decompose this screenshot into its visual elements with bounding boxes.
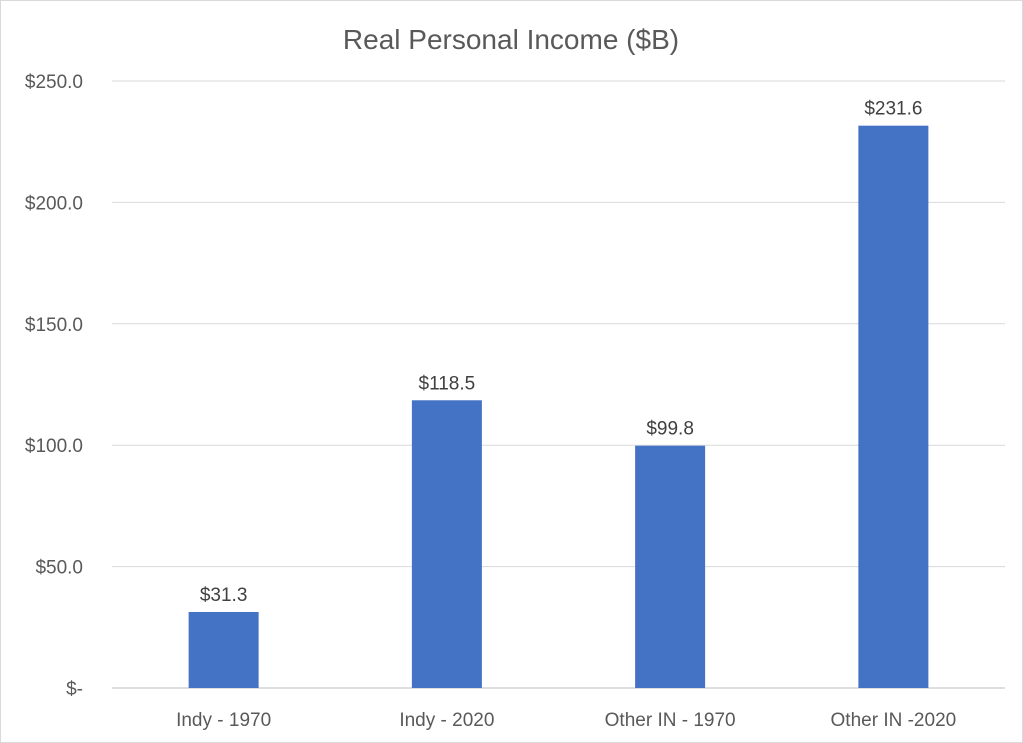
y-axis-ticks: $- $50.0 $100.0 $150.0 $200.0 $250.0 (25, 72, 83, 700)
y-tick-label: $100.0 (25, 436, 83, 457)
x-axis-categories: Indy - 1970 Indy - 2020 Other IN - 1970 Oth… (176, 710, 956, 731)
y-tick-label: $- (66, 679, 83, 700)
data-label: $99.8 (646, 419, 694, 440)
data-label: $118.5 (419, 373, 476, 394)
bar (411, 400, 482, 688)
y-tick-label: $250.0 (25, 72, 83, 93)
y-tick-label: $50.0 (35, 558, 83, 579)
bars (188, 125, 929, 689)
y-tick-label: $200.0 (25, 193, 83, 214)
chart-title: Real Personal Income ($B) (343, 24, 679, 55)
x-category-label: Other IN -2020 (831, 710, 957, 731)
y-tick-label: $150.0 (25, 315, 83, 336)
gridlines (112, 80, 1005, 689)
data-label: $231.6 (864, 99, 922, 120)
data-labels: $31.3 $118.5 $99.8 $231.6 (200, 99, 923, 606)
data-label: $31.3 (200, 585, 248, 606)
x-category-label: Indy - 1970 (176, 710, 271, 731)
bar (188, 612, 259, 688)
bar (635, 445, 706, 688)
x-category-label: Indy - 2020 (399, 710, 494, 731)
bar (858, 125, 929, 689)
x-category-label: Other IN - 1970 (605, 710, 736, 731)
